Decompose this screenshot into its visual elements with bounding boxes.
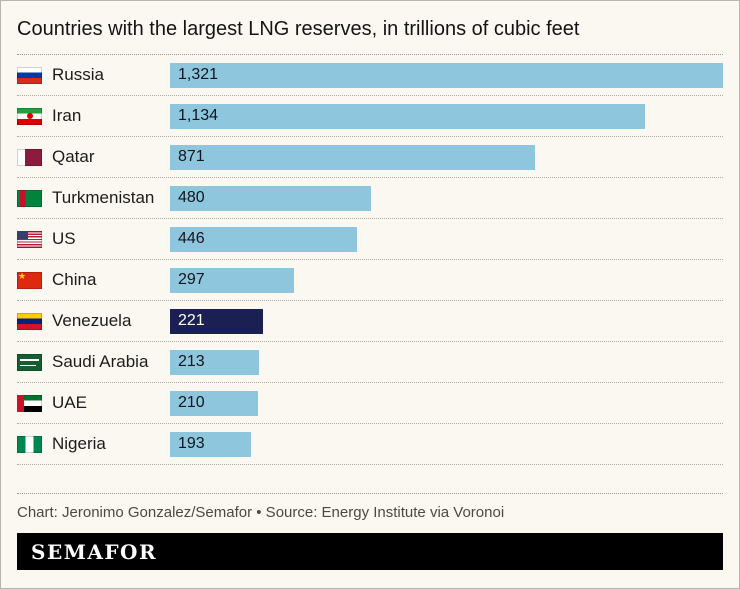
bar-track: 480 [170, 185, 723, 211]
flag-qatar-icon [17, 148, 42, 166]
bar-row: China 297 [17, 260, 723, 301]
bar: 210 [170, 390, 258, 416]
flag-russia-icon [17, 66, 42, 84]
flag-uae-icon [17, 394, 42, 412]
country-label: Nigeria [52, 434, 106, 453]
chart-title: Countries with the largest LNG reserves,… [17, 18, 580, 40]
flag-venezuela-icon [17, 312, 42, 330]
bar: 193 [170, 431, 251, 457]
value-label: 213 [178, 353, 205, 370]
value-label: 480 [178, 189, 205, 206]
country-label: Saudi Arabia [52, 352, 149, 371]
country-label: Iran [52, 106, 82, 125]
flag-turkmenistan-icon [17, 189, 42, 207]
country-label: Turkmenistan [52, 188, 155, 207]
value-label: 221 [178, 312, 205, 329]
flag-saudi-arabia-icon [17, 353, 42, 371]
footer-divider [17, 493, 723, 494]
bar-row: Qatar 871 [17, 137, 723, 178]
bar-track: 1,134 [170, 103, 723, 129]
country-label: Venezuela [52, 311, 132, 330]
bar: 480 [170, 185, 371, 211]
value-label: 210 [178, 394, 205, 411]
flag-us-icon [17, 230, 42, 248]
semafor-logo-bar: SEMAFOR [17, 533, 723, 570]
bar-track: 193 [170, 431, 723, 457]
semafor-logo: SEMAFOR [31, 539, 158, 564]
flag-china-icon [17, 271, 42, 289]
value-label: 1,134 [178, 107, 219, 124]
country-label: China [52, 270, 97, 289]
footer-spacer [1, 465, 739, 493]
chart-credit: Chart: Jeronimo Gonzalez/Semafor • Sourc… [17, 504, 505, 521]
value-label: 193 [178, 435, 205, 452]
bar-row: Venezuela 221 [17, 301, 723, 342]
bar-track: 446 [170, 226, 723, 252]
bar-track: 221 [170, 308, 723, 334]
bar: 871 [170, 144, 535, 170]
flag-iran-icon [17, 107, 42, 125]
bar-track: 210 [170, 390, 723, 416]
flag-nigeria-icon [17, 435, 42, 453]
value-label: 297 [178, 271, 205, 288]
bar: 297 [170, 267, 295, 293]
bar-row: Iran 1,134 [17, 96, 723, 137]
bar-row: Nigeria 193 [17, 424, 723, 465]
country-label: Qatar [52, 147, 95, 166]
bar-chart: Russia 1,321 Iran 1,134 Qatar 871 Turkme… [17, 55, 723, 465]
bar: 446 [170, 226, 357, 252]
bar-row: Saudi Arabia 213 [17, 342, 723, 383]
bar: 1,134 [170, 103, 645, 129]
bar-row: Russia 1,321 [17, 55, 723, 96]
bar-track: 871 [170, 144, 723, 170]
bar-track: 297 [170, 267, 723, 293]
bar: 1,321 [170, 62, 723, 88]
value-label: 1,321 [178, 66, 219, 83]
country-label: UAE [52, 393, 87, 412]
bar-row: UAE 210 [17, 383, 723, 424]
bar: 213 [170, 349, 260, 375]
country-label: Russia [52, 65, 104, 84]
value-label: 446 [178, 230, 205, 247]
title-divider [17, 54, 723, 55]
value-label: 871 [178, 148, 205, 165]
bar-row: Turkmenistan 480 [17, 178, 723, 219]
bar-track: 213 [170, 349, 723, 375]
bar-track: 1,321 [170, 62, 723, 88]
bar: 221 [170, 308, 263, 334]
bar-row: US 446 [17, 219, 723, 260]
country-label: US [52, 229, 76, 248]
